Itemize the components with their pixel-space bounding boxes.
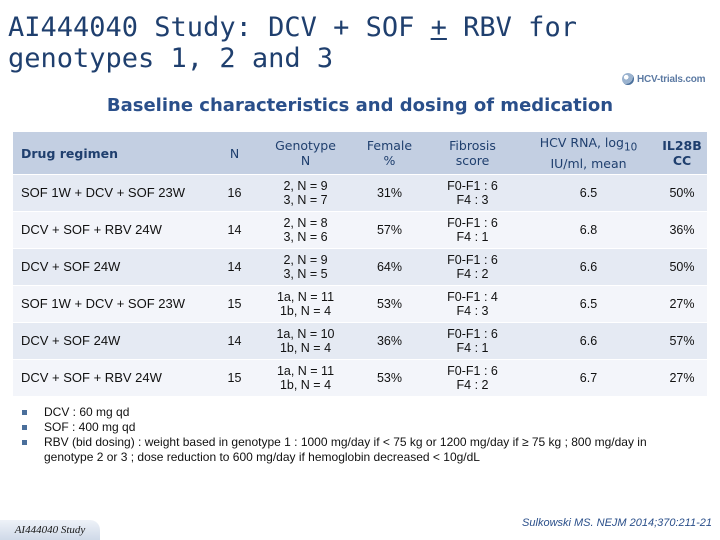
cell-female: 36% <box>354 322 425 360</box>
dosing-notes: DCV : 60 mg qd SOF : 400 mg qd RBV (bid … <box>22 405 682 465</box>
table-row: SOF 1W + DCV + SOF 23W 16 2, N = 9 3, N =… <box>13 174 707 212</box>
cell-il28b: 50% <box>657 248 707 286</box>
cell-genotype: 1a, N = 11 1b, N = 4 <box>257 359 354 396</box>
cell-il28b: 57% <box>657 322 707 360</box>
cell-il28b: 27% <box>657 285 707 323</box>
cell-genotype: 1a, N = 10 1b, N = 4 <box>257 322 354 360</box>
cell-hcv-rna: 6.6 <box>520 322 657 360</box>
cell-fibrosis: F0-F1 : 6 F4 : 1 <box>425 211 520 249</box>
table-row: SOF 1W + DCV + SOF 23W 15 1a, N = 11 1b, … <box>13 285 707 323</box>
cell-regimen: DCV + SOF 24W <box>13 322 212 360</box>
header-il28b: IL28B CC <box>657 131 707 175</box>
cell-fibrosis: F0-F1 : 6 F4 : 3 <box>425 174 520 212</box>
cell-hcv-rna: 6.8 <box>520 211 657 249</box>
cell-female: 53% <box>354 359 425 396</box>
note-item: DCV : 60 mg qd <box>22 405 682 420</box>
site-logo: HCV-trials.com <box>622 70 706 88</box>
note-item: SOF : 400 mg qd <box>22 420 682 435</box>
cell-il28b: 27% <box>657 359 707 396</box>
square-bullet-icon <box>22 410 27 415</box>
cell-genotype: 1a, N = 11 1b, N = 4 <box>257 285 354 323</box>
table-row: DCV + SOF + RBV 24W 15 1a, N = 11 1b, N =… <box>13 359 707 396</box>
table-header-row: Drug regimen N Genotype N Female% Fibrosi… <box>13 131 707 175</box>
header-n: N <box>212 131 257 175</box>
cell-fibrosis: F0-F1 : 6 F4 : 1 <box>425 322 520 360</box>
cell-female: 31% <box>354 174 425 212</box>
header-female: Female% <box>354 131 425 175</box>
cell-regimen: SOF 1W + DCV + SOF 23W <box>13 174 212 212</box>
cell-female: 53% <box>354 285 425 323</box>
cell-female: 64% <box>354 248 425 286</box>
slide-subtitle: Baseline characteristics and dosing of m… <box>106 95 614 116</box>
cell-genotype: 2, N = 9 3, N = 5 <box>257 248 354 286</box>
cell-fibrosis: F0-F1 : 4 F4 : 3 <box>425 285 520 323</box>
cell-n: 15 <box>212 285 257 323</box>
cell-female: 57% <box>354 211 425 249</box>
header-drug-regimen: Drug regimen <box>13 131 212 175</box>
cell-n: 14 <box>212 322 257 360</box>
globe-icon <box>622 73 634 85</box>
cell-regimen: SOF 1W + DCV + SOF 23W <box>13 285 212 323</box>
note-item: RBV (bid dosing) : weight based in genot… <box>22 435 682 465</box>
square-bullet-icon <box>22 425 27 430</box>
slide-title: AI444040 Study: DCV + SOF + RBV for geno… <box>8 12 577 74</box>
cell-fibrosis: F0-F1 : 6 F4 : 2 <box>425 248 520 286</box>
cell-n: 14 <box>212 211 257 249</box>
footer-study-label: AI444040 Study <box>0 520 100 540</box>
table-row: DCV + SOF 24W 14 1a, N = 10 1b, N = 4 36%… <box>13 322 707 360</box>
citation: Sulkowski MS. NEJM 2014;370:211-21 <box>522 517 712 529</box>
cell-genotype: 2, N = 9 3, N = 7 <box>257 174 354 212</box>
header-hcv-rna: HCV RNA, log10 IU/ml, mean <box>520 131 657 175</box>
cell-regimen: DCV + SOF 24W <box>13 248 212 286</box>
cell-regimen: DCV + SOF + RBV 24W <box>13 359 212 396</box>
cell-fibrosis: F0-F1 : 6 F4 : 2 <box>425 359 520 396</box>
cell-il28b: 50% <box>657 174 707 212</box>
cell-hcv-rna: 6.7 <box>520 359 657 396</box>
cell-regimen: DCV + SOF + RBV 24W <box>13 211 212 249</box>
cell-genotype: 2, N = 8 3, N = 6 <box>257 211 354 249</box>
table-row: DCV + SOF + RBV 24W 14 2, N = 8 3, N = 6 … <box>13 211 707 249</box>
cell-hcv-rna: 6.6 <box>520 248 657 286</box>
table-row: DCV + SOF 24W 14 2, N = 9 3, N = 5 64% F0… <box>13 248 707 286</box>
cell-il28b: 36% <box>657 211 707 249</box>
logo-text: HCV-trials.com <box>637 73 706 85</box>
baseline-table: Drug regimen N Genotype N Female% Fibrosi… <box>13 131 707 396</box>
cell-hcv-rna: 6.5 <box>520 285 657 323</box>
cell-hcv-rna: 6.5 <box>520 174 657 212</box>
cell-n: 14 <box>212 248 257 286</box>
header-genotype: Genotype N <box>257 131 354 175</box>
square-bullet-icon <box>22 440 27 445</box>
plus-minus-sign: + <box>430 12 447 43</box>
header-fibrosis: Fibrosis score <box>425 131 520 175</box>
cell-n: 16 <box>212 174 257 212</box>
cell-n: 15 <box>212 359 257 396</box>
